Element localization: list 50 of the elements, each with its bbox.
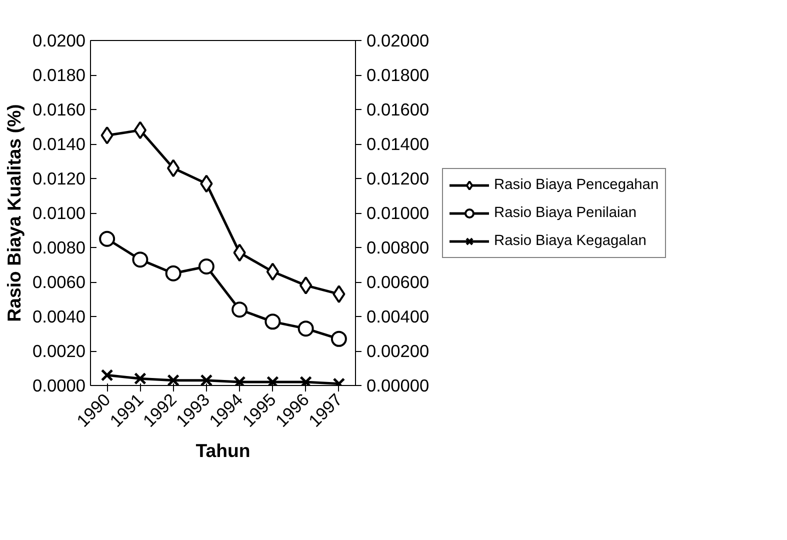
point	[134, 121, 147, 140]
legend-label: Rasio Biaya Penilaian	[494, 204, 637, 220]
y2-tick-label: 0.01200	[366, 168, 430, 188]
point	[198, 258, 214, 274]
point	[165, 265, 182, 282]
point	[100, 126, 114, 144]
point	[332, 285, 346, 304]
y2-tick-label: 0.00800	[366, 238, 430, 258]
point	[330, 330, 347, 347]
y-tick-label: 0.0200	[32, 30, 86, 50]
y2-tick-label: 0.00200	[366, 341, 430, 361]
x-axis-title: Tahun	[196, 440, 250, 462]
y2-tick-label: 0.01400	[366, 134, 430, 154]
y-axis-title: Rasio Biaya Kualitas (%)	[4, 104, 24, 322]
y-tick-label: 0.0140	[32, 134, 86, 154]
y2-tick-label: 0.00400	[366, 306, 430, 326]
y-tick-label: 0.0040	[32, 306, 86, 326]
y2-tick-label: 0.01000	[366, 203, 430, 223]
point	[300, 376, 312, 386]
y2-tick-label: 0.01800	[366, 65, 430, 85]
point	[167, 374, 180, 386]
legend-label: Rasio Biaya Pencegahan	[494, 176, 659, 192]
point	[298, 320, 314, 337]
y-tick-label: 0.0020	[32, 341, 86, 361]
y-tick-label: 0.0120	[32, 168, 86, 188]
point	[134, 372, 146, 385]
point	[233, 376, 246, 386]
point	[100, 368, 114, 382]
y-tick-label: 0.0060	[32, 272, 86, 292]
point	[132, 252, 148, 268]
point	[99, 230, 116, 247]
point	[232, 302, 248, 318]
y-tick-label: 0.0180	[32, 65, 86, 85]
y-tick-label: 0.0000	[32, 376, 86, 396]
y-tick-label: 0.0160	[32, 100, 86, 120]
point	[233, 244, 246, 262]
point	[266, 262, 280, 281]
point	[166, 159, 180, 178]
y2-tick-label: 0.00000	[366, 376, 430, 396]
point	[266, 376, 279, 386]
y2-tick-label: 0.01600	[366, 100, 430, 120]
point	[200, 374, 213, 386]
y2-tick-label: 0.02000	[366, 30, 430, 50]
point	[299, 276, 312, 294]
y-tick-label: 0.0100	[32, 203, 86, 223]
legend-label: Rasio Biaya Kegagalan	[494, 232, 646, 248]
point	[264, 314, 281, 330]
y-tick-label: 0.0080	[32, 238, 86, 258]
y2-tick-label: 0.00600	[366, 272, 430, 292]
point	[200, 174, 213, 193]
